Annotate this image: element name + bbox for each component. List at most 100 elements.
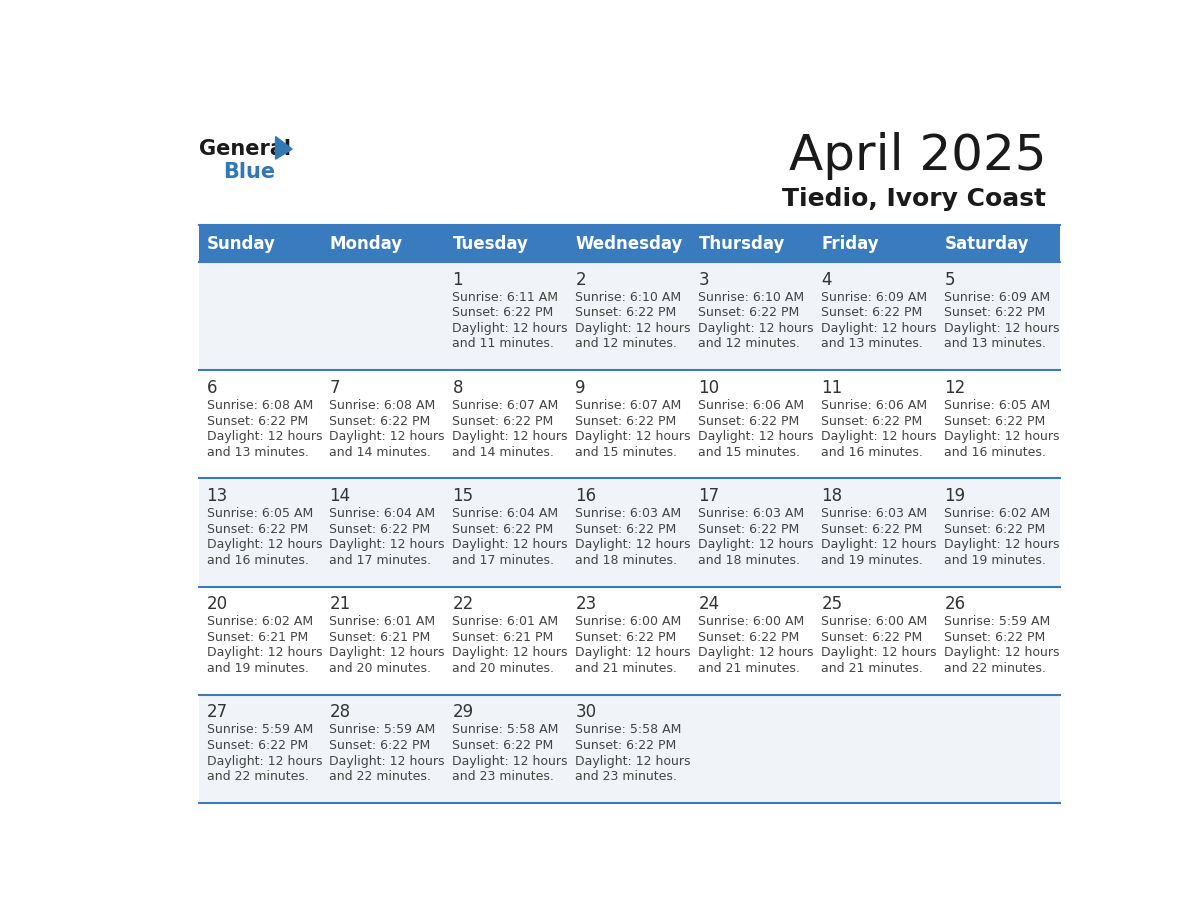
Text: Sunset: 6:22 PM: Sunset: 6:22 PM xyxy=(699,522,800,536)
Text: Daylight: 12 hours: Daylight: 12 hours xyxy=(821,646,937,659)
Text: Sunset: 6:22 PM: Sunset: 6:22 PM xyxy=(699,307,800,319)
Bar xyxy=(568,695,691,803)
Text: and 23 minutes.: and 23 minutes. xyxy=(575,770,677,783)
Text: and 20 minutes.: and 20 minutes. xyxy=(453,662,555,675)
Text: and 22 minutes.: and 22 minutes. xyxy=(944,662,1047,675)
Text: Sunrise: 5:59 AM: Sunrise: 5:59 AM xyxy=(944,615,1050,628)
Bar xyxy=(200,587,322,695)
Text: 18: 18 xyxy=(821,487,842,505)
Text: and 19 minutes.: and 19 minutes. xyxy=(207,662,309,675)
Bar xyxy=(937,370,1060,478)
Text: 8: 8 xyxy=(453,379,463,397)
Text: and 17 minutes.: and 17 minutes. xyxy=(329,554,431,566)
Text: 23: 23 xyxy=(575,595,596,613)
Bar xyxy=(446,370,568,478)
Bar xyxy=(814,478,937,587)
Bar xyxy=(446,263,568,370)
Text: Daylight: 12 hours: Daylight: 12 hours xyxy=(207,431,322,443)
Text: Daylight: 12 hours: Daylight: 12 hours xyxy=(575,538,691,551)
Bar xyxy=(446,695,568,803)
Text: Sunset: 6:22 PM: Sunset: 6:22 PM xyxy=(575,415,677,428)
Text: Sunrise: 6:06 AM: Sunrise: 6:06 AM xyxy=(699,399,804,412)
Text: 29: 29 xyxy=(453,703,474,722)
Text: 7: 7 xyxy=(329,379,340,397)
Text: Sunrise: 6:09 AM: Sunrise: 6:09 AM xyxy=(821,291,928,304)
Text: 22: 22 xyxy=(453,595,474,613)
Text: 11: 11 xyxy=(821,379,842,397)
Text: Sunset: 6:22 PM: Sunset: 6:22 PM xyxy=(944,415,1045,428)
Bar xyxy=(200,695,322,803)
Text: Sunset: 6:22 PM: Sunset: 6:22 PM xyxy=(575,631,677,644)
Text: Sunrise: 5:58 AM: Sunrise: 5:58 AM xyxy=(453,723,558,736)
Text: Sunrise: 6:03 AM: Sunrise: 6:03 AM xyxy=(821,507,928,521)
Text: Sunrise: 6:04 AM: Sunrise: 6:04 AM xyxy=(329,507,436,521)
Polygon shape xyxy=(276,137,292,159)
Text: Wednesday: Wednesday xyxy=(575,235,683,252)
Text: Daylight: 12 hours: Daylight: 12 hours xyxy=(329,431,446,443)
Text: and 18 minutes.: and 18 minutes. xyxy=(575,554,677,566)
Bar xyxy=(937,587,1060,695)
Text: Daylight: 12 hours: Daylight: 12 hours xyxy=(575,646,691,659)
Text: Daylight: 12 hours: Daylight: 12 hours xyxy=(329,646,446,659)
Text: 27: 27 xyxy=(207,703,228,722)
Text: Sunset: 6:22 PM: Sunset: 6:22 PM xyxy=(944,631,1045,644)
Text: and 15 minutes.: and 15 minutes. xyxy=(575,445,677,459)
Text: and 14 minutes.: and 14 minutes. xyxy=(329,445,431,459)
Text: Sunset: 6:22 PM: Sunset: 6:22 PM xyxy=(821,307,923,319)
Text: and 16 minutes.: and 16 minutes. xyxy=(821,445,923,459)
Text: Sunset: 6:22 PM: Sunset: 6:22 PM xyxy=(453,522,554,536)
Bar xyxy=(568,370,691,478)
Text: 3: 3 xyxy=(699,271,709,288)
Text: Sunset: 6:22 PM: Sunset: 6:22 PM xyxy=(575,307,677,319)
Text: Sunrise: 5:58 AM: Sunrise: 5:58 AM xyxy=(575,723,682,736)
Bar xyxy=(200,226,1060,263)
Text: 24: 24 xyxy=(699,595,720,613)
Text: Thursday: Thursday xyxy=(699,235,785,252)
Text: Sunrise: 6:05 AM: Sunrise: 6:05 AM xyxy=(944,399,1050,412)
Bar xyxy=(200,263,322,370)
Text: 13: 13 xyxy=(207,487,228,505)
Text: Sunrise: 5:59 AM: Sunrise: 5:59 AM xyxy=(329,723,436,736)
Text: and 23 minutes.: and 23 minutes. xyxy=(453,770,555,783)
Text: Sunset: 6:22 PM: Sunset: 6:22 PM xyxy=(207,522,308,536)
Bar xyxy=(691,263,814,370)
Text: Daylight: 12 hours: Daylight: 12 hours xyxy=(207,646,322,659)
Text: and 22 minutes.: and 22 minutes. xyxy=(207,770,309,783)
Text: Daylight: 12 hours: Daylight: 12 hours xyxy=(453,322,568,335)
Bar xyxy=(814,263,937,370)
Text: and 15 minutes.: and 15 minutes. xyxy=(699,445,801,459)
Text: Saturday: Saturday xyxy=(944,235,1029,252)
Text: Sunrise: 5:59 AM: Sunrise: 5:59 AM xyxy=(207,723,312,736)
Text: Daylight: 12 hours: Daylight: 12 hours xyxy=(575,431,691,443)
Text: and 13 minutes.: and 13 minutes. xyxy=(821,338,923,351)
Bar xyxy=(568,263,691,370)
Bar xyxy=(814,587,937,695)
Text: Sunset: 6:22 PM: Sunset: 6:22 PM xyxy=(207,739,308,752)
Bar xyxy=(691,587,814,695)
Text: Sunrise: 6:10 AM: Sunrise: 6:10 AM xyxy=(575,291,682,304)
Bar xyxy=(446,478,568,587)
Text: Daylight: 12 hours: Daylight: 12 hours xyxy=(329,755,446,767)
Text: Sunset: 6:21 PM: Sunset: 6:21 PM xyxy=(329,631,431,644)
Text: Daylight: 12 hours: Daylight: 12 hours xyxy=(453,755,568,767)
Text: 19: 19 xyxy=(944,487,966,505)
Text: Sunrise: 6:02 AM: Sunrise: 6:02 AM xyxy=(207,615,312,628)
Text: and 20 minutes.: and 20 minutes. xyxy=(329,662,431,675)
Text: Daylight: 12 hours: Daylight: 12 hours xyxy=(453,538,568,551)
Text: 17: 17 xyxy=(699,487,720,505)
Text: Daylight: 12 hours: Daylight: 12 hours xyxy=(944,322,1060,335)
Bar xyxy=(322,370,446,478)
Text: Daylight: 12 hours: Daylight: 12 hours xyxy=(944,646,1060,659)
Text: Sunrise: 6:00 AM: Sunrise: 6:00 AM xyxy=(575,615,682,628)
Text: Sunrise: 6:00 AM: Sunrise: 6:00 AM xyxy=(699,615,804,628)
Text: April 2025: April 2025 xyxy=(789,132,1047,180)
Text: Sunrise: 6:00 AM: Sunrise: 6:00 AM xyxy=(821,615,928,628)
Text: Daylight: 12 hours: Daylight: 12 hours xyxy=(575,755,691,767)
Text: 1: 1 xyxy=(453,271,463,288)
Text: Sunrise: 6:06 AM: Sunrise: 6:06 AM xyxy=(821,399,928,412)
Bar xyxy=(937,478,1060,587)
Bar xyxy=(200,478,322,587)
Text: 20: 20 xyxy=(207,595,228,613)
Bar xyxy=(446,587,568,695)
Text: and 12 minutes.: and 12 minutes. xyxy=(575,338,677,351)
